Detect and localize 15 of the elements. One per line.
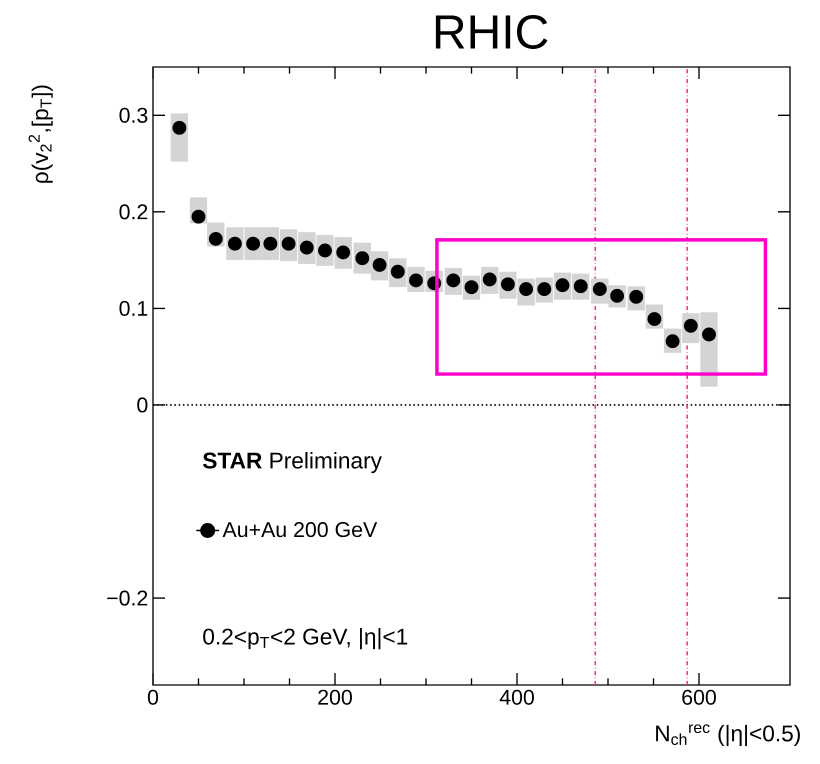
x-axis-title: N$_{ch}$$^{rec}$ (|η|<0.5)	[656, 724, 800, 746]
annotation: 0.2<p$_{T}$<2 GeV, |η|<1	[203, 628, 408, 650]
annotation: STAR Preliminary	[202, 452, 382, 474]
x-tick-label: 600	[682, 690, 716, 705]
y-tick-label: 0.2	[119, 204, 148, 220]
y-tick-label: 0	[137, 397, 148, 413]
y-axis-title: ρ(v$_{2}$$^{2}$,[p$_{T}$])	[28, 85, 53, 183]
x-tick-label: 400	[500, 690, 534, 705]
y-tick-label: 0.3	[119, 108, 148, 123]
y-tick-label: 0.1	[119, 300, 148, 316]
x-tick-label: 200	[318, 690, 352, 705]
chart-title: RHIC	[436, 14, 548, 49]
y-tick-label: −0.2	[107, 590, 148, 606]
x-tick-label: 0	[148, 690, 158, 705]
legend-label: Au+Au 200 GeV	[222, 522, 378, 538]
